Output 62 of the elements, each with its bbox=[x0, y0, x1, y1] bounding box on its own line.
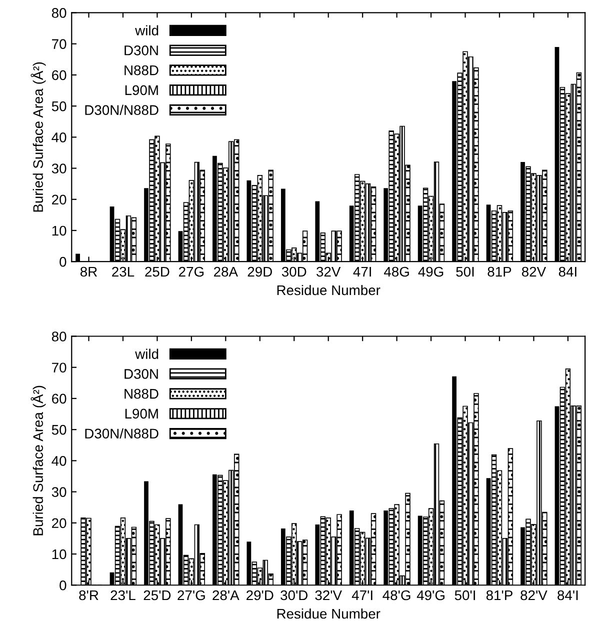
y-tick-label: 60 bbox=[52, 70, 66, 80]
x-tick-label: 49G bbox=[418, 266, 444, 277]
legend-label: wild bbox=[135, 25, 158, 36]
x-tick-label: 23L bbox=[112, 266, 134, 277]
legend-label: wild bbox=[135, 348, 158, 359]
x-tick-label: 47I bbox=[353, 266, 371, 277]
x-tick-label: 29'D bbox=[246, 590, 274, 600]
y-tick-label: 80 bbox=[52, 332, 66, 342]
x-tick-label: 27G bbox=[179, 266, 204, 277]
x-tick-label: 47'I bbox=[352, 590, 372, 600]
y-tick-label: 70 bbox=[52, 39, 66, 49]
legend-label: L90M bbox=[125, 85, 158, 96]
x-tick-label: 48'G bbox=[382, 590, 410, 600]
x-tick-label: 28A bbox=[214, 266, 238, 277]
legend-label: L90M bbox=[125, 408, 158, 419]
x-tick-label: 28'A bbox=[212, 590, 240, 600]
y-tick-label: 0 bbox=[60, 580, 66, 590]
y-tick-label: 10 bbox=[52, 226, 66, 236]
y-tick-label: 20 bbox=[52, 518, 66, 528]
y-tick-label: 60 bbox=[52, 394, 66, 404]
x-tick-label: 27'G bbox=[178, 590, 205, 600]
x-tick-label: 23'L bbox=[110, 590, 136, 600]
y-tick-label: 20 bbox=[52, 194, 66, 205]
legend-label: D30N/N88D bbox=[85, 104, 158, 115]
x-axis-title: Residue Number bbox=[277, 608, 380, 619]
x-tick-label: 32V bbox=[316, 266, 341, 277]
x-tick-label: 82'V bbox=[520, 590, 548, 600]
x-tick-label: 82V bbox=[522, 266, 546, 277]
x-tick-label: 30'D bbox=[280, 590, 308, 600]
x-tick-label: 8'R bbox=[79, 590, 98, 600]
y-tick-label: 30 bbox=[52, 164, 66, 174]
x-tick-label: 48G bbox=[384, 266, 409, 277]
legend-label: D30N/N88D bbox=[85, 428, 158, 439]
x-tick-label: 84I bbox=[558, 266, 576, 277]
legend-label: N88D bbox=[124, 388, 158, 399]
x-tick-label: 84'I bbox=[558, 590, 578, 600]
x-tick-label: 25'D bbox=[144, 590, 171, 600]
x-axis-title: Residue Number bbox=[277, 284, 380, 296]
y-tick-label: 40 bbox=[52, 132, 66, 142]
y-tick-label: 80 bbox=[52, 8, 66, 18]
y-tick-label: 10 bbox=[52, 549, 66, 560]
y-axis-title: Buried Surface Area (Å²) bbox=[30, 386, 46, 536]
legend-label: N88D bbox=[124, 65, 158, 76]
x-tick-label: 50'I bbox=[454, 590, 475, 600]
y-tick-label: 50 bbox=[52, 101, 66, 112]
x-tick-label: 49'G bbox=[416, 590, 444, 600]
x-tick-label: 81'P bbox=[486, 590, 512, 600]
x-tick-label: 8R bbox=[80, 266, 97, 277]
x-tick-label: 29D bbox=[248, 266, 272, 277]
y-axis-title: Buried Surface Area (Å²) bbox=[30, 62, 46, 212]
y-tick-label: 40 bbox=[52, 456, 66, 466]
y-tick-label: 0 bbox=[60, 256, 66, 267]
y-tick-label: 30 bbox=[52, 487, 66, 497]
legend-label: D30N bbox=[124, 369, 158, 379]
legend-label: D30N bbox=[124, 45, 158, 56]
y-tick-label: 50 bbox=[52, 424, 66, 435]
x-tick-label: 81P bbox=[488, 266, 512, 277]
x-tick-label: 30D bbox=[282, 266, 306, 277]
x-tick-label: 32'V bbox=[315, 590, 342, 600]
x-tick-label: 25D bbox=[145, 266, 170, 277]
y-tick-label: 70 bbox=[52, 362, 66, 373]
x-tick-label: 50I bbox=[456, 266, 474, 277]
